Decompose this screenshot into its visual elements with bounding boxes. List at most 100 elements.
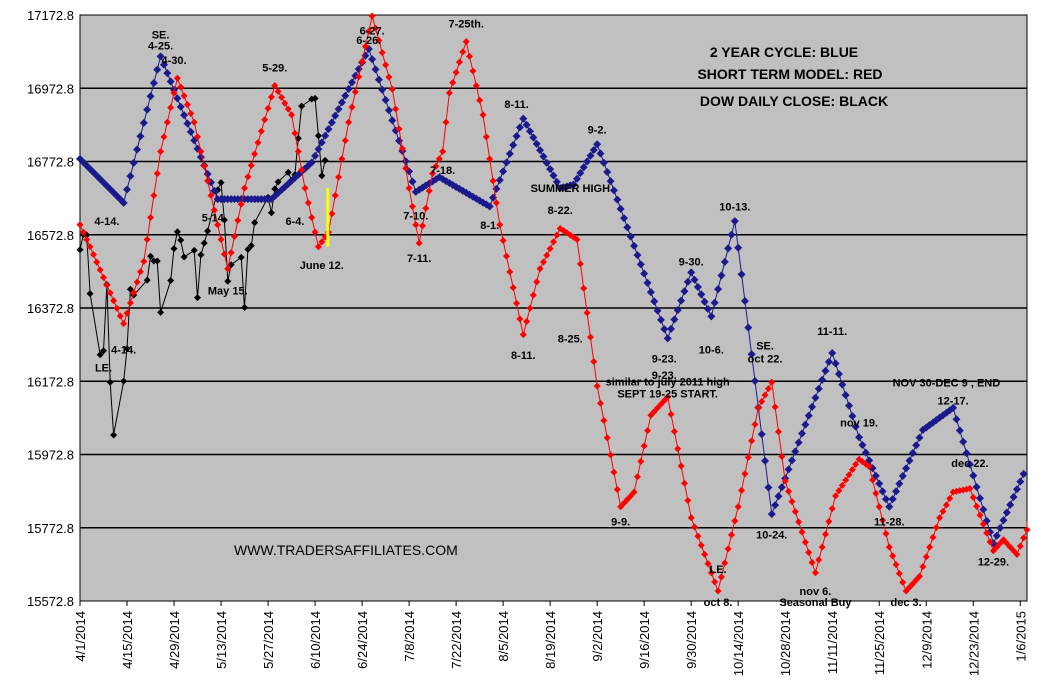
data-point-marker — [727, 230, 736, 239]
data-point-marker — [623, 495, 631, 503]
data-point-marker — [119, 198, 128, 207]
gridlines — [80, 87, 1027, 529]
legend: 2 YEAR CYCLE: BLUE SHORT TERM MODEL: RED… — [697, 44, 888, 109]
data-point-marker — [217, 235, 225, 243]
data-point-marker — [915, 433, 924, 442]
data-point-marker — [684, 497, 692, 505]
data-point-marker — [123, 309, 131, 317]
data-point-marker — [740, 297, 749, 306]
data-point-marker — [814, 384, 823, 393]
data-point-marker — [251, 219, 259, 227]
data-point-marker — [425, 187, 433, 195]
data-point-marker — [872, 489, 880, 497]
data-point-marker — [348, 103, 356, 111]
data-point-marker — [748, 437, 756, 445]
data-point-marker — [388, 85, 396, 93]
data-point-marker — [905, 583, 913, 591]
data-point-marker — [183, 119, 192, 128]
annotation-label: NOV 30-DEC 9 , END — [893, 377, 1001, 389]
data-point-marker — [153, 170, 161, 178]
data-point-marker — [469, 67, 477, 75]
data-point-marker — [519, 331, 527, 339]
data-point-marker — [787, 456, 796, 465]
annotation-label: 4-14. — [94, 216, 119, 228]
data-point-marker — [576, 168, 585, 177]
data-point-marker — [646, 288, 655, 297]
data-point-marker — [267, 93, 275, 101]
data-point-marker — [835, 487, 843, 495]
data-point-marker — [422, 204, 430, 212]
x-tick-label: 7/22/2014 — [449, 611, 464, 669]
data-point-marker — [167, 276, 175, 284]
annotation-label: 10-6. — [699, 344, 724, 356]
data-point-marker — [616, 204, 625, 213]
data-point-marker — [630, 241, 639, 250]
data-point-marker — [741, 470, 749, 478]
data-point-marker — [630, 488, 638, 496]
data-point-marker — [476, 96, 484, 104]
data-point-marker — [949, 403, 958, 412]
data-point-marker — [834, 370, 843, 379]
data-point-marker — [962, 449, 971, 458]
data-point-marker — [553, 231, 561, 239]
annotation-label: 11-11. — [817, 326, 847, 338]
data-point-marker — [703, 305, 712, 314]
data-point-marker — [724, 545, 732, 553]
data-point-marker — [734, 243, 743, 252]
data-point-marker — [936, 514, 944, 522]
data-point-marker — [973, 502, 981, 510]
data-point-marker — [704, 560, 712, 568]
data-point-marker — [838, 481, 846, 489]
data-point-marker — [301, 184, 309, 192]
data-point-marker — [999, 536, 1007, 544]
data-point-marker — [979, 520, 987, 528]
data-point-marker — [264, 104, 272, 112]
data-point-marker — [190, 118, 198, 126]
data-point-marker — [200, 162, 208, 170]
data-point-marker — [976, 511, 984, 519]
data-point-marker — [626, 232, 635, 241]
data-point-marker — [889, 552, 897, 560]
data-point-marker — [365, 27, 373, 35]
annotation-label: 11-28. — [874, 516, 905, 528]
data-point-marker — [586, 333, 594, 341]
data-point-marker — [381, 96, 390, 105]
data-point-marker — [851, 422, 860, 431]
data-point-marker — [274, 87, 282, 95]
data-point-marker — [123, 345, 131, 353]
data-point-marker — [321, 156, 329, 164]
data-point-marker — [573, 174, 582, 183]
data-point-marker — [731, 517, 739, 525]
data-point-marker — [663, 334, 672, 343]
data-point-marker — [875, 479, 884, 488]
data-point-marker — [1009, 493, 1018, 502]
data-point-marker — [351, 88, 359, 96]
data-point-marker — [408, 177, 417, 186]
data-point-marker — [905, 456, 914, 465]
data-point-marker — [774, 492, 783, 501]
data-point-marker — [680, 287, 689, 296]
data-point-marker — [100, 274, 108, 282]
data-point-marker — [150, 191, 158, 199]
data-point-marker — [774, 428, 782, 436]
data-point-marker — [89, 250, 97, 258]
data-point-marker — [737, 270, 746, 279]
annotation-label: 8-25. — [558, 333, 583, 345]
annotation-label: 6-26. — [356, 35, 381, 47]
data-point-marker — [116, 312, 124, 320]
data-point-marker — [197, 148, 205, 156]
series-line — [79, 97, 326, 436]
data-point-marker — [445, 89, 453, 97]
data-point-marker — [825, 517, 833, 525]
data-point-marker — [613, 486, 621, 494]
data-point-marker — [341, 91, 350, 100]
y-tick-label: 17172.8 — [27, 8, 74, 23]
data-point-marker — [120, 320, 128, 328]
data-point-marker — [955, 426, 964, 435]
data-point-marker — [455, 58, 463, 66]
data-point-marker — [664, 393, 672, 401]
annotation-label: LE. — [709, 564, 726, 576]
data-point-marker — [714, 587, 722, 595]
